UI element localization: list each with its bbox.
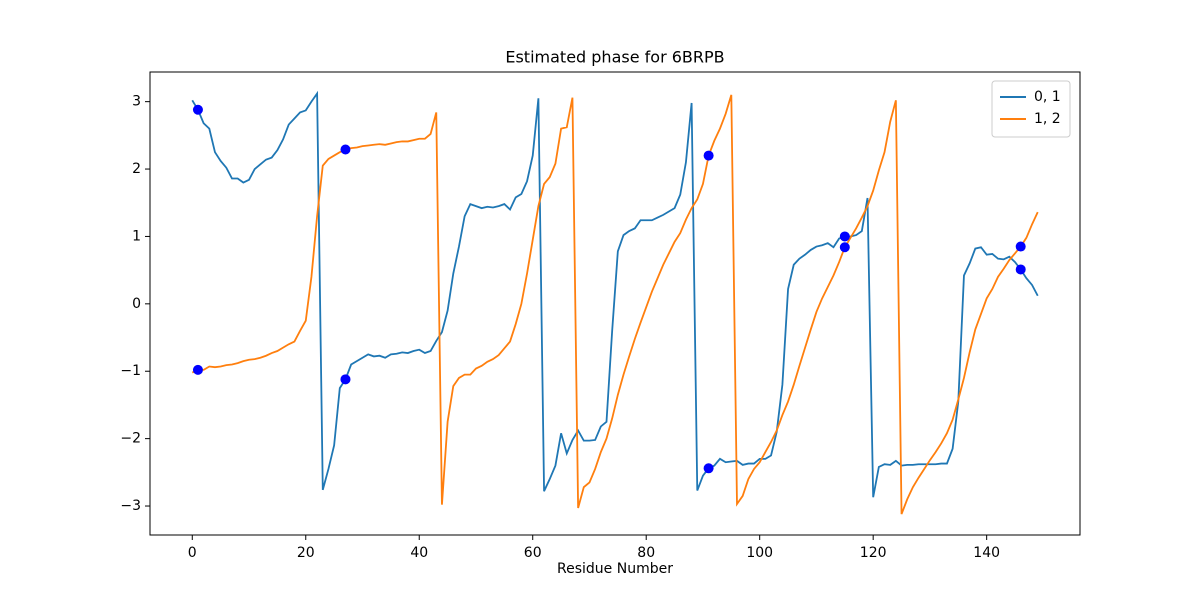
y-tick-label: 0 — [132, 296, 141, 312]
x-axis-label: Residue Number — [557, 561, 673, 577]
chart-title: Estimated phase for 6BRPB — [505, 48, 724, 67]
point-marker — [839, 231, 850, 242]
y-tick-label: −1 — [120, 363, 141, 379]
y-tick-label: 3 — [132, 94, 141, 110]
point-marker — [1015, 241, 1026, 252]
x-tick-label: 100 — [746, 545, 773, 561]
series-line — [191, 90, 1039, 498]
x-tick-label: 40 — [410, 545, 428, 561]
point-marker — [703, 463, 714, 474]
y-tick-label: 2 — [132, 161, 141, 177]
y-tick-label: 1 — [132, 228, 141, 244]
point-marker — [839, 242, 850, 253]
point-marker — [192, 364, 203, 375]
legend-label: 1, 2 — [1034, 111, 1061, 127]
x-tick-label: 140 — [973, 545, 1000, 561]
point-marker — [192, 104, 203, 115]
point-marker — [1015, 264, 1026, 275]
legend-box — [991, 80, 1071, 138]
x-tick-label: 0 — [188, 545, 197, 561]
y-tick-label: −2 — [120, 431, 141, 447]
legend-label: 0, 1 — [1034, 89, 1061, 105]
x-tick-label: 120 — [860, 545, 887, 561]
point-marker — [340, 144, 351, 155]
point-marker — [340, 374, 351, 385]
x-tick-label: 60 — [524, 545, 542, 561]
point-marker — [703, 150, 714, 161]
x-tick-label: 80 — [637, 545, 655, 561]
series-line — [191, 94, 1039, 515]
y-tick-label: −3 — [120, 498, 141, 514]
x-tick-label: 20 — [297, 545, 315, 561]
plot-frame — [149, 71, 1081, 536]
